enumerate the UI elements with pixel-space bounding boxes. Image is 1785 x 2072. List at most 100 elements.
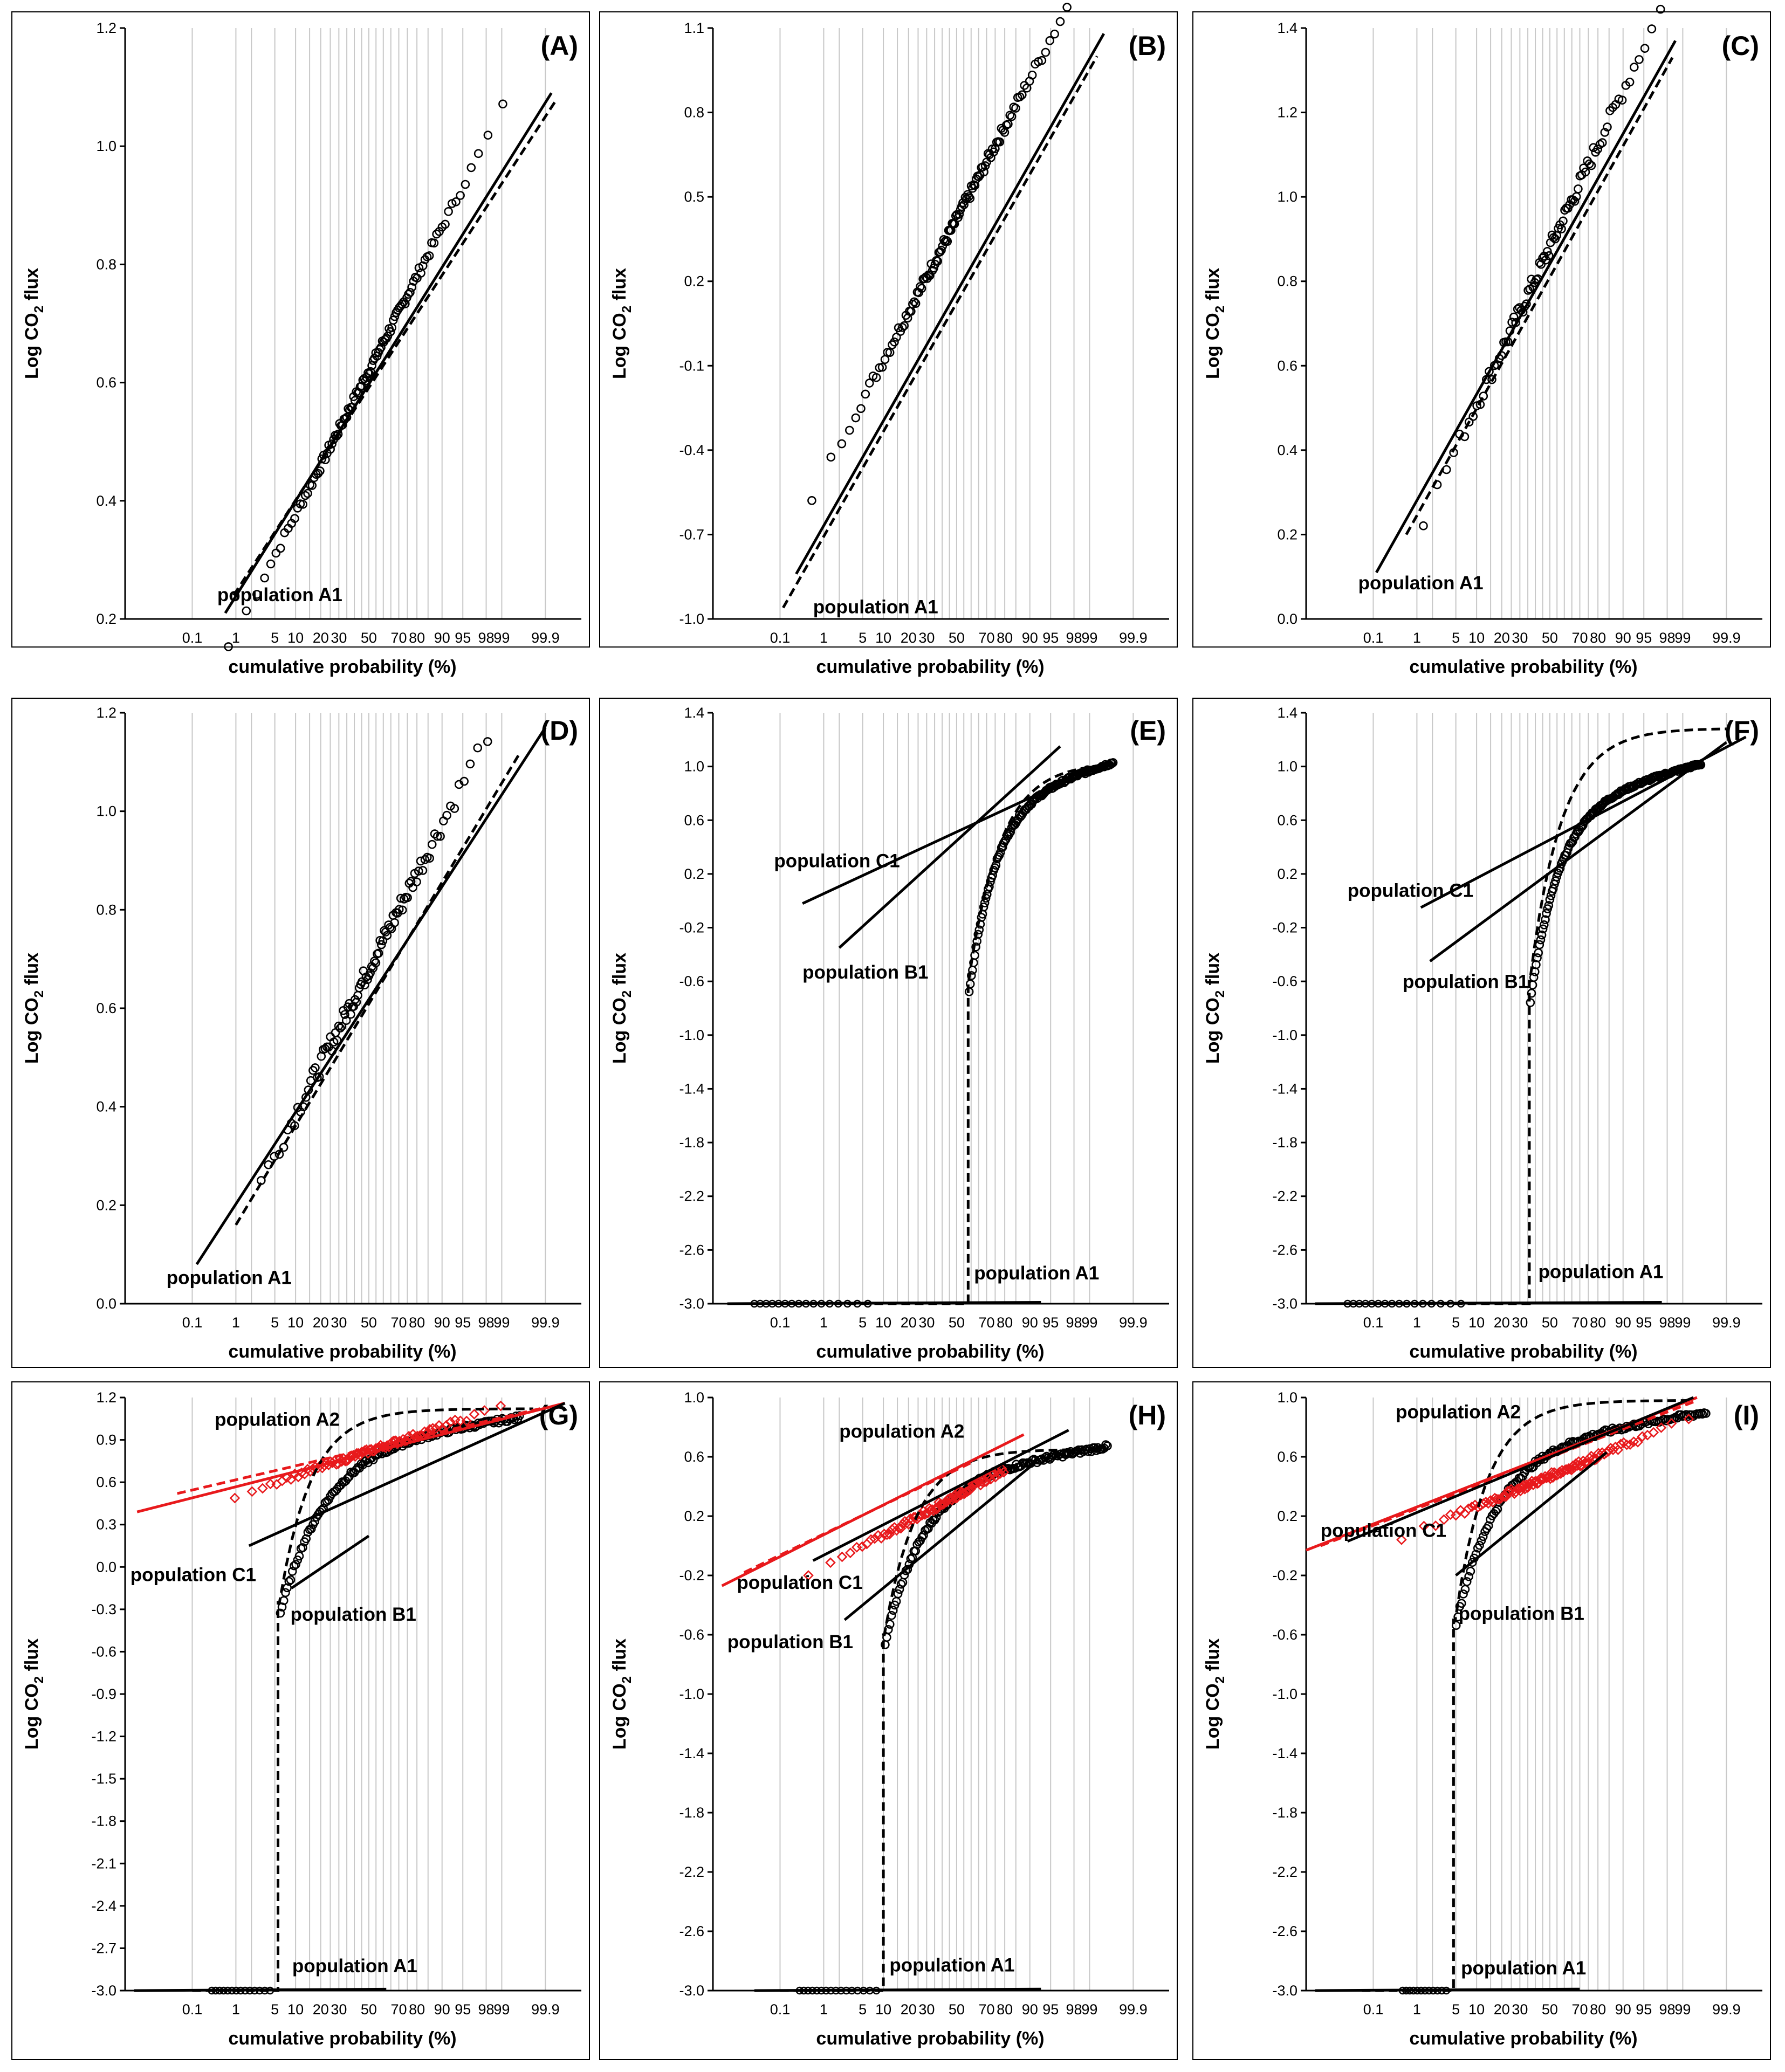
x-tick-label: 20 [901, 1314, 917, 1331]
fit-line-fit [195, 727, 547, 1265]
x-tick-label: 5 [859, 630, 867, 646]
y-tick-label: -1.8 [1272, 1805, 1297, 1821]
data-point [1050, 29, 1059, 39]
data-point [403, 893, 412, 903]
x-tick-label: 1 [820, 1314, 828, 1331]
panel-title: (D) [541, 715, 578, 746]
population-label: population C1 [737, 1572, 862, 1593]
data-point [1537, 930, 1547, 940]
y-tick-label: 0.6 [1277, 357, 1297, 374]
panel-frame [599, 1381, 1178, 2060]
y-axis-title-suffix: flux [22, 268, 42, 306]
population-label: population A1 [1539, 1262, 1664, 1283]
data-point [1015, 92, 1025, 101]
data-point [432, 229, 441, 239]
y-axis-title-subscript: 2 [1213, 1676, 1227, 1683]
x-tick-label: 98 [478, 2001, 495, 2018]
red-data-point [430, 1423, 441, 1434]
red-data-point [881, 1529, 892, 1540]
y-tick-label: 0.8 [96, 901, 116, 918]
y-axis-title-prefix: Log CO [609, 997, 630, 1064]
data-point [943, 237, 952, 246]
data-point [807, 496, 816, 505]
red-data-point [1628, 1436, 1639, 1447]
x-tick-label: 10 [287, 2001, 304, 2018]
x-tick-label: 5 [859, 2001, 867, 2018]
x-tick-label: 10 [1468, 2001, 1485, 2018]
population-label: population A1 [167, 1267, 292, 1288]
y-axis-title-subscript: 2 [620, 1676, 634, 1683]
y-tick-label: 0.6 [684, 1449, 704, 1465]
data-point [390, 918, 399, 927]
data-point [310, 1517, 319, 1526]
x-tick-label: 50 [949, 2001, 965, 2018]
y-tick-label: -0.7 [679, 526, 704, 542]
x-tick-label: 5 [1452, 630, 1460, 646]
x-tick-label: 10 [287, 1314, 304, 1331]
y-axis-title-prefix: Log CO [609, 1683, 630, 1750]
data-point [498, 99, 507, 109]
data-point [291, 1560, 300, 1569]
data-point [432, 831, 442, 841]
x-tick-label: 70 [1571, 630, 1588, 646]
fit-line-population-c1 [802, 779, 1069, 905]
data-point [909, 297, 919, 307]
data-point [1600, 128, 1610, 137]
x-axis-title: cumulative probability (%) [228, 657, 456, 677]
red-data-point [229, 1492, 241, 1504]
red-data-point [825, 1557, 836, 1568]
gridlines [1372, 1398, 1727, 1991]
red-data-point [948, 1492, 959, 1504]
data-point [337, 1022, 347, 1031]
x-tick-label: 5 [1452, 1314, 1460, 1331]
data-point [287, 1567, 297, 1576]
data-point [1640, 44, 1650, 53]
population-label: population C1 [1321, 1520, 1446, 1541]
y-tick-label: -2.6 [1272, 1242, 1297, 1258]
panel-title: (A) [541, 31, 578, 61]
x-tick-label: 98 [1659, 630, 1676, 646]
data-point [266, 559, 276, 569]
data-point [1698, 1409, 1707, 1419]
data-point [307, 1524, 316, 1533]
data-point [404, 290, 413, 299]
data-point [1541, 915, 1550, 925]
y-tick-label: -0.2 [679, 1567, 704, 1584]
data-point [366, 367, 375, 376]
y-tick-label: 0.2 [96, 611, 116, 627]
red-data-point [265, 1478, 276, 1490]
data-point [1011, 104, 1020, 113]
y-tick-label: -3.0 [91, 1982, 116, 1999]
x-tick-label: 90 [1022, 1314, 1038, 1331]
data-point [298, 1543, 307, 1552]
y-tick-label: -3.0 [679, 1296, 704, 1312]
fit-line-population-b1 [1455, 1451, 1608, 1577]
x-tick-label: 10 [1468, 1314, 1485, 1331]
y-tick-label: 1.2 [96, 20, 116, 36]
x-tick-label: 50 [949, 1314, 965, 1331]
population-label: population B1 [1403, 972, 1528, 993]
data-point [916, 282, 925, 291]
data-point [864, 378, 874, 388]
x-tick-label: 1 [1413, 1314, 1421, 1331]
data-point [412, 877, 421, 886]
population-label: population C1 [131, 1564, 256, 1585]
y-tick-label: 0.8 [1277, 273, 1297, 290]
data-point [466, 163, 476, 173]
data-point [1701, 1409, 1711, 1418]
data-point [929, 263, 938, 273]
panel-title: (H) [1129, 1400, 1166, 1430]
red-data-point [851, 1541, 862, 1553]
y-axis-title-suffix: flux [609, 953, 630, 990]
y-tick-label: -0.6 [1272, 973, 1297, 989]
x-tick-label: 1 [820, 630, 828, 646]
data-point [1629, 63, 1639, 72]
y-tick-label: -0.9 [91, 1686, 116, 1702]
red-data-point [845, 1547, 856, 1558]
data-points [807, 3, 1072, 505]
x-tick-label: 70 [1571, 2001, 1588, 2018]
data-point [996, 848, 1005, 857]
y-tick-label: 0.6 [96, 375, 116, 391]
x-tick-label: 30 [1512, 630, 1528, 646]
data-point [1539, 920, 1549, 930]
